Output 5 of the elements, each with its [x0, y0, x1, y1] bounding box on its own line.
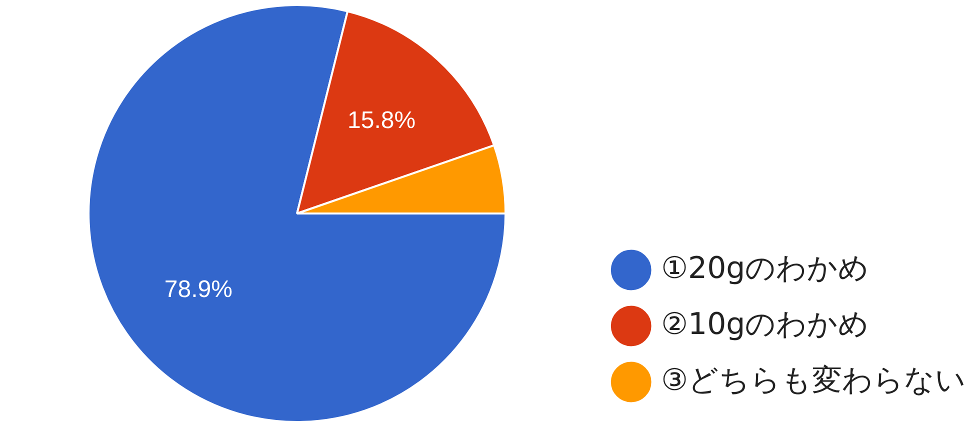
legend-label: ②10gのわかめ: [661, 306, 870, 342]
data-label: 15.8%: [348, 106, 416, 134]
legend-label: ③どちらも変わらない: [661, 362, 966, 398]
data-label: 78.9%: [164, 276, 232, 304]
legend-label: ①20gのわかめ: [661, 250, 870, 286]
